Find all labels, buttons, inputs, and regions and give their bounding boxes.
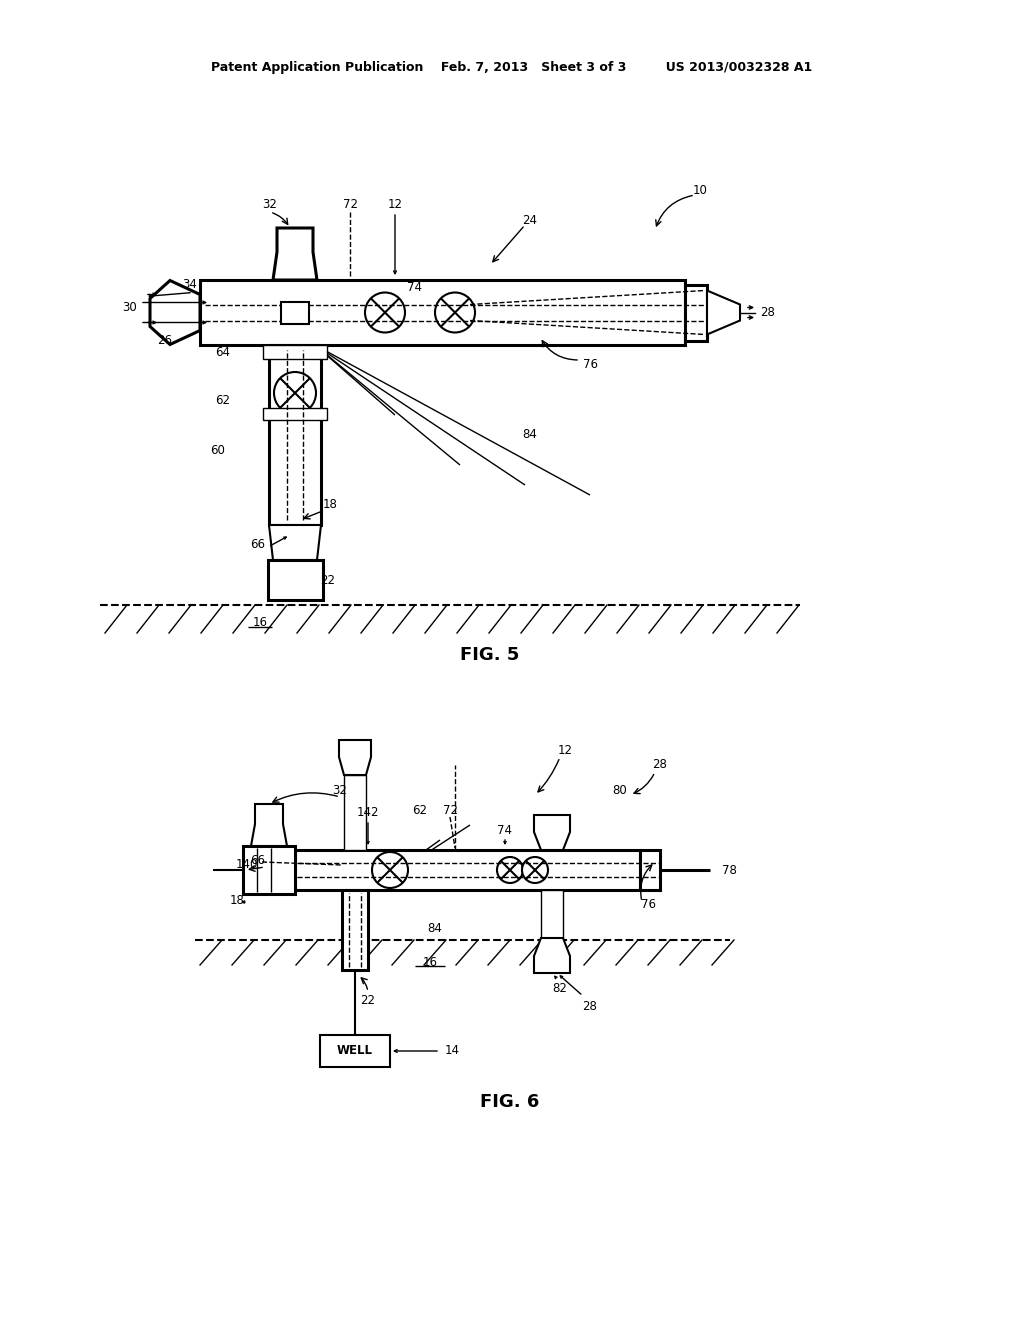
Polygon shape [534,814,570,850]
Text: 34: 34 [182,279,198,290]
Text: 22: 22 [319,573,335,586]
Bar [267,560,323,601]
Text: 18: 18 [230,894,245,907]
Bar [342,890,368,970]
Text: 16: 16 [253,616,267,630]
Polygon shape [534,939,570,973]
Text: 28: 28 [652,759,668,771]
Bar [541,890,563,939]
Polygon shape [273,228,317,280]
Text: 142: 142 [356,805,379,818]
Text: 72: 72 [342,198,357,211]
Circle shape [372,851,408,888]
Text: 16: 16 [423,956,437,969]
Text: 74: 74 [408,281,423,294]
Text: WELL: WELL [337,1044,373,1057]
Text: 26: 26 [158,334,172,347]
Text: 140: 140 [236,858,258,871]
Text: 84: 84 [428,921,442,935]
Polygon shape [150,281,200,345]
Text: 66: 66 [250,539,265,552]
Polygon shape [707,290,740,334]
Text: 14: 14 [445,1044,460,1057]
Text: 72: 72 [442,804,458,817]
Text: 78: 78 [722,863,737,876]
Polygon shape [339,741,371,775]
Bar [263,408,327,420]
Bar [200,280,685,345]
Circle shape [365,293,406,333]
Text: 66: 66 [250,854,265,866]
Text: 62: 62 [413,804,427,817]
Text: 22: 22 [360,994,376,1006]
Bar [243,846,295,894]
Text: 32: 32 [262,198,278,211]
Circle shape [522,857,548,883]
Text: 18: 18 [323,499,338,511]
Text: FIG. 5: FIG. 5 [461,645,520,664]
Text: FIG. 6: FIG. 6 [480,1093,540,1111]
Text: 84: 84 [522,429,538,441]
Text: 28: 28 [583,999,597,1012]
Text: 62: 62 [215,393,230,407]
Text: 82: 82 [553,982,567,994]
Text: 80: 80 [612,784,628,796]
Bar [295,850,640,890]
Bar [281,301,309,323]
Circle shape [435,293,475,333]
Circle shape [274,372,316,414]
Bar [269,345,321,525]
Text: 30: 30 [123,301,137,314]
Text: 28: 28 [760,306,775,319]
Text: 10: 10 [692,183,708,197]
Bar [319,1035,390,1067]
Text: 12: 12 [387,198,402,211]
Text: 76: 76 [640,899,655,912]
Text: 12: 12 [557,743,572,756]
Polygon shape [251,804,287,846]
Polygon shape [269,525,321,560]
Text: 76: 76 [583,359,597,371]
Bar [344,775,366,850]
Text: 60: 60 [210,444,225,457]
Circle shape [497,857,523,883]
Bar [640,850,660,890]
Text: Patent Application Publication    Feb. 7, 2013   Sheet 3 of 3         US 2013/00: Patent Application Publication Feb. 7, 2… [211,62,813,74]
Text: 74: 74 [498,824,512,837]
Text: 24: 24 [522,214,538,227]
Text: 64: 64 [215,346,230,359]
Text: 32: 32 [333,784,347,796]
Bar [263,345,327,359]
Bar [685,285,707,341]
